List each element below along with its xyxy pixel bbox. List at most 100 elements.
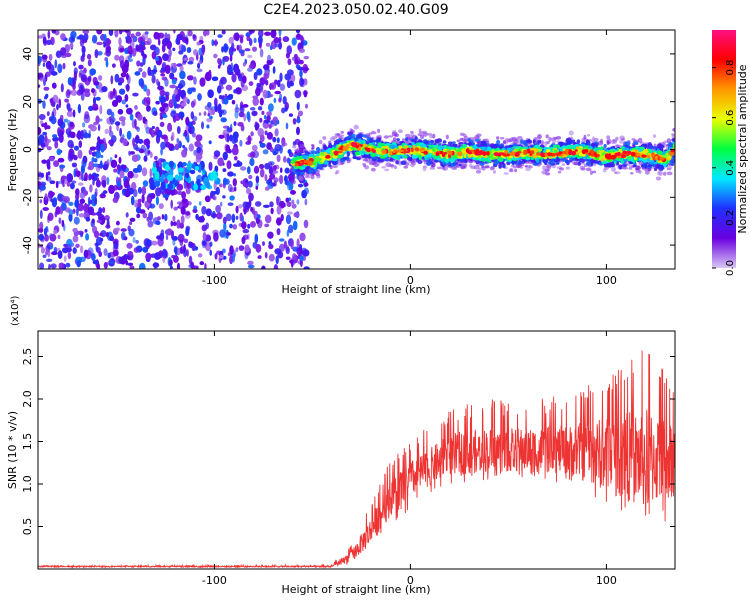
heatmap-cell [114,54,120,61]
heatmap-cell [186,47,192,53]
heatmap-cell [68,36,76,43]
heatmap-cell [56,148,62,155]
heatmap-cell [270,30,277,39]
heatmap-cell [266,111,272,117]
heatmap-cell [199,261,205,266]
heatmap-cell [238,204,243,209]
heatmap-cell [277,79,281,88]
heatmap-cell [52,82,57,89]
heatmap-cell [205,181,211,189]
heatmap-cell [263,72,268,81]
heatmap-cell [537,139,542,144]
heatmap-cell [195,213,199,220]
heatmap-cell [294,53,298,59]
heatmap-cell [301,40,304,49]
heatmap-cell [394,165,397,170]
heatmap-cell [187,30,193,37]
heatmap-cell [103,262,108,269]
heatmap-cell [184,172,190,178]
heatmap-cell [272,66,276,74]
heatmap-cell [236,44,240,51]
heatmap-cell [170,199,173,209]
heatmap-cell [232,224,237,230]
heatmap-cell [126,107,133,115]
heatmap-cell [671,134,675,139]
heatmap-cell [162,53,169,61]
heatmap-cell [176,183,184,191]
heatmap-cell [234,156,238,161]
heatmap-cell [176,138,180,147]
heatmap-cell [253,37,257,44]
heatmap-cell [273,177,279,183]
heatmap-cell [82,122,86,128]
heatmap-cell [404,137,409,142]
heatmap-cell [298,48,305,53]
heatmap-cell [263,115,267,120]
heatmap-cell [358,133,363,139]
heatmap-cell [458,141,464,145]
heatmap-cell [630,172,634,175]
heatmap-cell [106,177,110,185]
heatmap-cell [275,255,279,265]
heatmap-cell [385,162,392,168]
heatmap-cell [185,116,190,126]
heatmap-cell [166,40,172,50]
heatmap-cell [217,157,224,167]
heatmap-cell [127,251,133,256]
heatmap-cell [137,36,144,44]
heatmap-cell [47,212,54,221]
heatmap-cell [172,215,176,222]
heatmap-cell [121,231,126,241]
heatmap-cell [66,103,71,110]
heatmap-cell [227,171,234,177]
heatmap-cell [369,137,374,141]
heatmap-cell [207,113,211,117]
heatmap-cell [216,212,223,220]
heatmap-cell [222,151,228,161]
heatmap-cell [276,228,281,236]
heatmap-cell [109,91,114,99]
heatmap-cell [298,144,303,147]
heatmap-cell [250,107,256,111]
heatmap-cell [285,256,291,260]
heatmap-cell [579,165,585,170]
heatmap-cell [303,219,309,229]
heatmap-cell [53,246,58,255]
heatmap-cell [143,84,148,92]
heatmap-cell [54,59,58,69]
heatmap-cell [47,164,51,170]
heatmap-cell [235,247,239,252]
heatmap-cell [519,166,524,169]
heatmap-cell [62,62,66,70]
heatmap-cell [175,103,181,109]
heatmap-cell [286,201,292,207]
heatmap-cell [278,41,282,50]
heatmap-cell [298,176,304,181]
heatmap-cell [137,113,143,121]
heatmap-cell [290,259,294,268]
heatmap-cell [255,201,262,207]
heatmap-cell [63,255,67,262]
heatmap-cell [157,216,161,221]
heatmap-cell [92,34,98,44]
heatmap-cell [105,37,111,47]
heatmap-cell [233,32,240,41]
heatmap-cell [38,84,41,88]
heatmap-cell [653,143,657,147]
heatmap-cell [38,35,44,39]
heatmap-cell [611,166,616,172]
heatmap-cell [82,155,88,164]
heatmap-cell [103,248,108,256]
heatmap-cell [95,96,101,101]
heatmap-cell [148,211,154,221]
heatmap-cell [169,72,175,80]
heatmap-cell [622,164,627,167]
heatmap-cell [92,260,100,265]
heatmap-cell [139,62,144,67]
heatmap-cell [285,197,290,203]
heatmap-cell [80,93,85,101]
heatmap-cell [551,139,557,144]
heatmap-cell [128,187,134,195]
heatmap-cell [136,206,141,214]
heatmap-cell [603,144,607,148]
